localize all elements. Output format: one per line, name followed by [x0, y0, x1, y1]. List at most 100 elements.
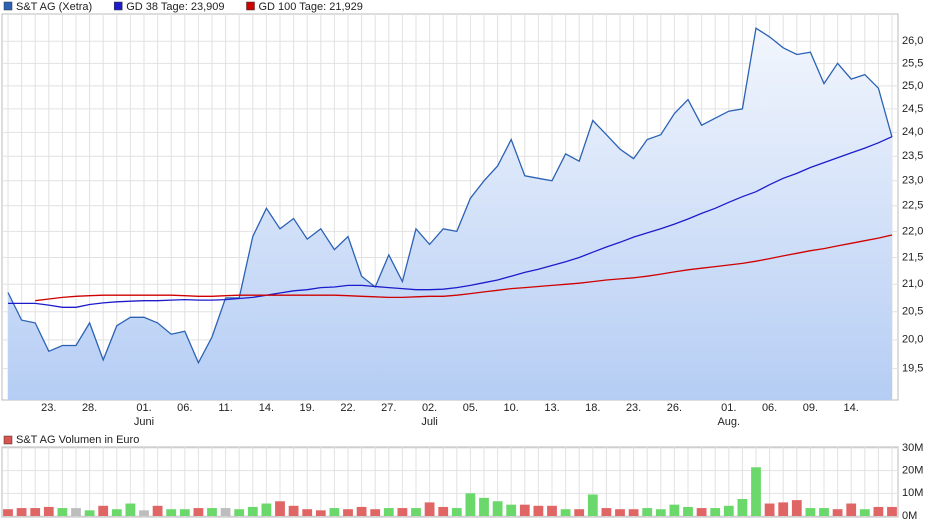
volume-bar — [98, 505, 109, 516]
x-tick-label: 19. — [300, 402, 315, 414]
volume-bar — [710, 508, 721, 516]
series-line — [8, 136, 893, 308]
volume-bar — [302, 509, 313, 516]
volume-bar — [601, 508, 612, 516]
y-tick-label: 10M — [902, 487, 923, 499]
volume-bar — [655, 509, 666, 516]
x-tick-label: 05. — [463, 402, 478, 414]
x-tick-label: 28. — [82, 402, 97, 414]
volume-bar — [139, 510, 149, 516]
x-tick-label: 06. — [762, 402, 777, 414]
volume-bar — [832, 509, 843, 516]
volume-bar — [560, 509, 571, 516]
x-tick-label: 14. — [259, 402, 274, 414]
x-tick-label: 02. — [422, 402, 437, 414]
y-tick-label: 23,5 — [902, 150, 923, 162]
y-tick-label: 21,0 — [902, 278, 923, 290]
price-area — [8, 28, 892, 400]
volume-bar — [696, 508, 707, 516]
y-tick-label: 24,0 — [902, 126, 923, 138]
y-tick-label: 25,5 — [902, 57, 923, 69]
volume-bar — [438, 506, 449, 516]
volume-bar — [43, 506, 54, 516]
x-tick-label: 14. — [844, 402, 859, 414]
y-tick-label: 30M — [902, 442, 923, 454]
title-swatch — [3, 435, 13, 445]
volume-bar — [383, 508, 394, 516]
y-tick-label: 26,0 — [902, 35, 923, 47]
volume-bar — [411, 508, 421, 516]
volume-bar — [887, 506, 897, 516]
month-label: Aug. — [717, 416, 740, 428]
volume-bar — [506, 504, 517, 516]
volume-bar — [3, 509, 13, 516]
volume-bar — [547, 505, 557, 516]
legend-swatch — [3, 1, 13, 11]
volume-bar — [315, 510, 326, 516]
volume-bar — [533, 505, 544, 516]
volume-bar — [723, 505, 734, 516]
volume-bar — [751, 467, 761, 516]
x-tick-label: 27. — [381, 402, 396, 414]
y-tick-label: 23,0 — [902, 175, 923, 187]
x-tick-label: 23. — [626, 402, 641, 414]
volume-title: S&T AG Volumen in Euro — [16, 434, 139, 446]
x-tick-label: 01. — [721, 402, 736, 414]
volume-bar — [71, 508, 81, 516]
y-tick-label: 0M — [902, 510, 917, 522]
y-tick-label: 22,0 — [902, 225, 923, 237]
y-tick-label: 24,5 — [902, 103, 923, 115]
legend-swatch — [246, 1, 255, 11]
legend-label: S&T AG (Xetra) — [16, 1, 92, 13]
month-label: Juli — [421, 416, 438, 428]
volume-bar — [764, 503, 775, 516]
y-tick-label: 21,5 — [902, 251, 923, 263]
volume-bar — [805, 508, 816, 516]
volume-bar — [519, 504, 530, 516]
legend-label: GD 100 Tage: 21,929 — [258, 1, 362, 13]
volume-bar — [778, 502, 789, 516]
volume-bar — [125, 503, 136, 516]
y-tick-label: 25,0 — [902, 80, 923, 92]
volume-bar — [193, 508, 204, 516]
volume-bar — [275, 501, 285, 516]
volume-bar — [642, 508, 653, 516]
volume-bar — [179, 509, 190, 516]
month-label: Juni — [134, 416, 154, 428]
x-tick-label: 01. — [136, 402, 151, 414]
volume-bar — [628, 509, 639, 516]
volume-bar — [220, 508, 231, 516]
x-tick-label: 18. — [585, 402, 600, 414]
volume-bar — [30, 508, 41, 516]
volume-bar — [737, 499, 748, 516]
y-tick-label: 20,0 — [902, 334, 923, 346]
volume-bar — [819, 508, 829, 516]
volume-bar — [370, 509, 381, 516]
x-tick-label: 22. — [340, 402, 355, 414]
volume-bar — [451, 508, 462, 516]
legend-label: GD 38 Tage: 23,909 — [126, 1, 224, 13]
series-line — [35, 234, 893, 302]
x-tick-label: 23. — [41, 402, 56, 414]
volume-bar — [16, 508, 27, 516]
volume-bar — [846, 503, 857, 516]
x-tick-label: 13. — [544, 402, 559, 414]
x-tick-label: 06. — [177, 402, 192, 414]
x-tick-label: 09. — [803, 402, 818, 414]
volume-bar — [207, 508, 217, 516]
volume-bar — [791, 500, 802, 516]
x-tick-label: 10. — [504, 402, 519, 414]
y-tick-label: 20,5 — [902, 306, 923, 318]
volume-bar — [479, 497, 489, 516]
legend-swatch — [113, 1, 123, 11]
series-line — [7, 27, 893, 365]
y-tick-label: 19,5 — [902, 363, 923, 375]
volume-bar — [669, 504, 680, 516]
volume-bar — [615, 509, 625, 516]
volume-bar — [859, 509, 870, 516]
volume-bar — [84, 510, 95, 516]
volume-bar — [424, 502, 435, 516]
volume-bar — [261, 503, 272, 516]
volume-bar — [57, 508, 68, 516]
